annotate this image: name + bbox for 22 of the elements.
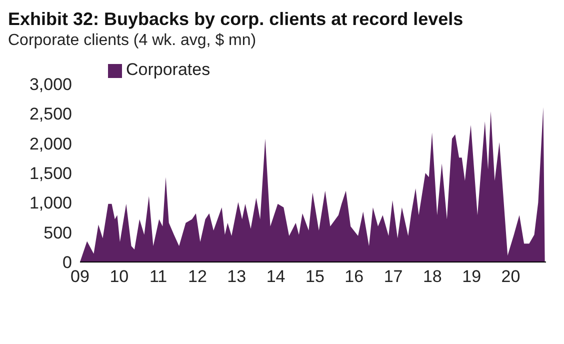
x-tick-label: 10 [110,267,129,286]
x-tick-label: 14 [266,267,286,286]
x-tick-label: 11 [149,267,168,286]
legend-label: Corporates [126,60,210,79]
x-tick-label: 19 [462,267,482,286]
chart-subtitle: Corporate clients (4 wk. avg, $ mn) [8,31,258,51]
y-tick-label: 1,000 [29,194,72,213]
x-tick-label: 13 [227,267,246,286]
y-tick-label: 2,000 [29,134,72,154]
y-tick-label: 500 [44,223,72,242]
y-tick-label: 0 [62,253,72,272]
y-tick-label: 1,500 [29,164,72,184]
x-tick-label: 09 [70,267,90,286]
x-tick-label: 15 [305,267,324,286]
chart-title: Exhibit 32: Buybacks by corp. clients at record levels [8,8,464,30]
x-tick-label: 20 [501,267,520,286]
y-tick-label: 2,500 [29,104,72,124]
x-tick-label: 16 [344,267,364,286]
x-tick-label: 17 [384,267,403,286]
x-tick-label: 18 [422,267,442,286]
x-tick-label: 12 [188,267,207,286]
y-tick-label: 3,000 [29,75,72,94]
